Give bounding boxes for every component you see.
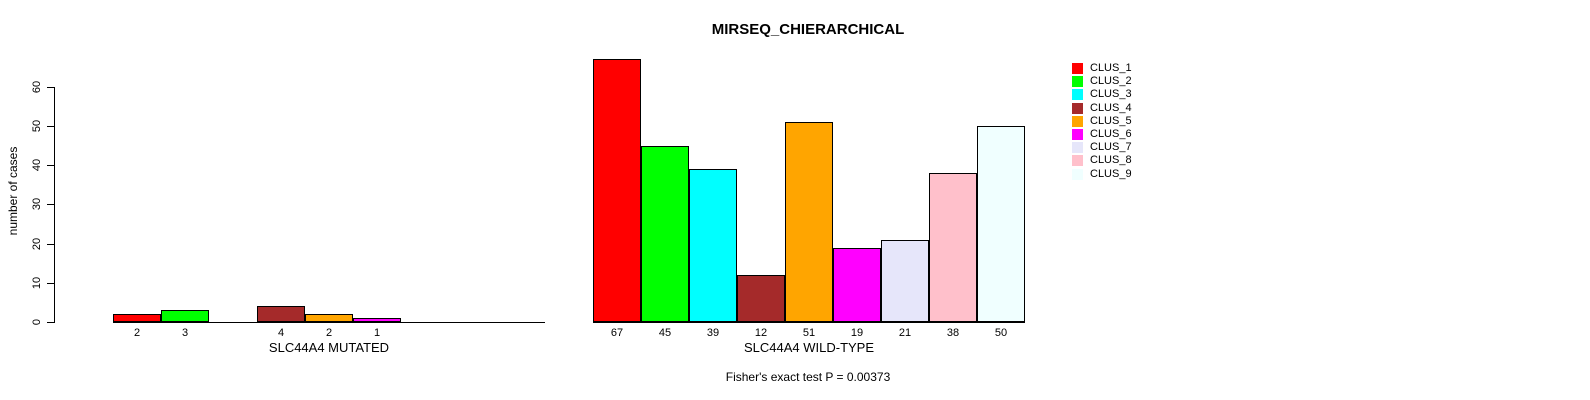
bar-value-label: 50	[994, 327, 1008, 339]
legend: CLUS_1 CLUS_2 CLUS_3 CLUS_4 CLUS_5 CLUS_6 CLUS…	[1072, 62, 1132, 181]
y-axis-tick	[47, 282, 54, 284]
bar-value-label: 2	[133, 327, 141, 339]
bar-clus_6	[833, 248, 881, 322]
bar-value-label: 2	[325, 327, 333, 339]
bar-clus_7	[881, 240, 929, 322]
legend-item: CLUS_5	[1072, 115, 1132, 128]
legend-item: CLUS_2	[1072, 75, 1132, 88]
legend-swatch	[1072, 155, 1083, 167]
y-axis-tick	[47, 243, 54, 245]
y-axis-tick-label: 10	[31, 276, 43, 289]
bar-value-label: 21	[898, 327, 912, 339]
legend-item: CLUS_3	[1072, 88, 1132, 101]
y-axis-tick	[47, 322, 54, 323]
bar-clus_6	[353, 318, 401, 322]
y-axis-tick-label: 20	[31, 237, 43, 250]
y-axis-tick	[47, 165, 54, 167]
legend-item-label: CLUS_5	[1090, 114, 1132, 127]
y-axis-label: number of cases	[6, 146, 20, 236]
legend-item: CLUS_9	[1072, 168, 1132, 181]
bar-value-label: 1	[373, 327, 381, 339]
y-axis-tick	[47, 126, 54, 127]
y-axis-tick-label: 60	[31, 80, 43, 93]
legend-item: CLUS_7	[1072, 141, 1132, 154]
legend-item-label: CLUS_4	[1090, 101, 1132, 114]
bar-clus_1	[113, 314, 161, 322]
legend-item-label: CLUS_1	[1090, 62, 1132, 74]
bar-value-label: 12	[754, 327, 768, 339]
x-axis-group-label: SLC44A4 MUTATED	[268, 340, 390, 355]
bar-value-label: 67	[610, 327, 624, 339]
y-axis-line	[54, 86, 55, 323]
y-axis-tick-label: 40	[31, 159, 43, 172]
x-axis-baseline	[593, 322, 1025, 323]
legend-item: CLUS_6	[1072, 128, 1132, 141]
y-axis-tick-label: 30	[31, 198, 43, 211]
bar-value-label: 51	[802, 327, 816, 339]
bar-clus_5	[305, 314, 353, 322]
legend-item: CLUS_4	[1072, 102, 1132, 115]
y-axis-tick	[47, 86, 54, 88]
bar-value-label: 19	[850, 327, 864, 339]
bar-value-label: 38	[946, 327, 960, 339]
bar-clus_2	[641, 146, 689, 322]
y-axis-tick	[47, 204, 54, 206]
bar-value-label: 4	[277, 327, 285, 339]
y-axis-tick-label: 0	[31, 318, 43, 326]
legend-item: CLUS_1	[1072, 62, 1132, 75]
legend-item-label: CLUS_8	[1090, 154, 1132, 167]
chart-title: MIRSEQ_CHIERARCHICAL	[711, 21, 905, 38]
bar-value-label: 3	[181, 327, 189, 339]
bar-clus_4	[737, 275, 785, 322]
x-axis-group-label: SLC44A4 WILD-TYPE	[743, 340, 875, 355]
bar-clus_2	[161, 310, 209, 322]
x-axis-baseline	[113, 322, 545, 323]
legend-swatch	[1072, 115, 1083, 127]
bar-value-label: 45	[658, 327, 672, 339]
legend-swatch	[1072, 129, 1083, 141]
bar-clus_1	[593, 59, 641, 322]
bar-clus_4	[257, 306, 305, 322]
legend-item-label: CLUS_6	[1090, 127, 1132, 140]
y-axis-tick-label: 50	[31, 119, 43, 133]
legend-item-label: CLUS_7	[1090, 141, 1132, 154]
legend-item-label: CLUS_2	[1090, 75, 1132, 88]
bar-clus_8	[929, 173, 977, 322]
bar-clus_9	[977, 126, 1025, 322]
legend-swatch	[1072, 89, 1083, 101]
legend-swatch	[1072, 63, 1083, 75]
legend-item-label: CLUS_9	[1090, 167, 1132, 180]
annotation-fishers-test: Fisher's exact test P = 0.00373	[725, 370, 891, 384]
legend-swatch	[1072, 142, 1083, 154]
legend-swatch	[1072, 76, 1083, 88]
bar-clus_5	[785, 122, 833, 322]
legend-swatch	[1072, 102, 1083, 114]
legend-swatch	[1072, 168, 1083, 180]
bar-clus_3	[689, 169, 737, 322]
legend-item: CLUS_8	[1072, 154, 1132, 167]
legend-item-label: CLUS_3	[1090, 88, 1132, 101]
bar-value-label: 39	[706, 327, 720, 339]
